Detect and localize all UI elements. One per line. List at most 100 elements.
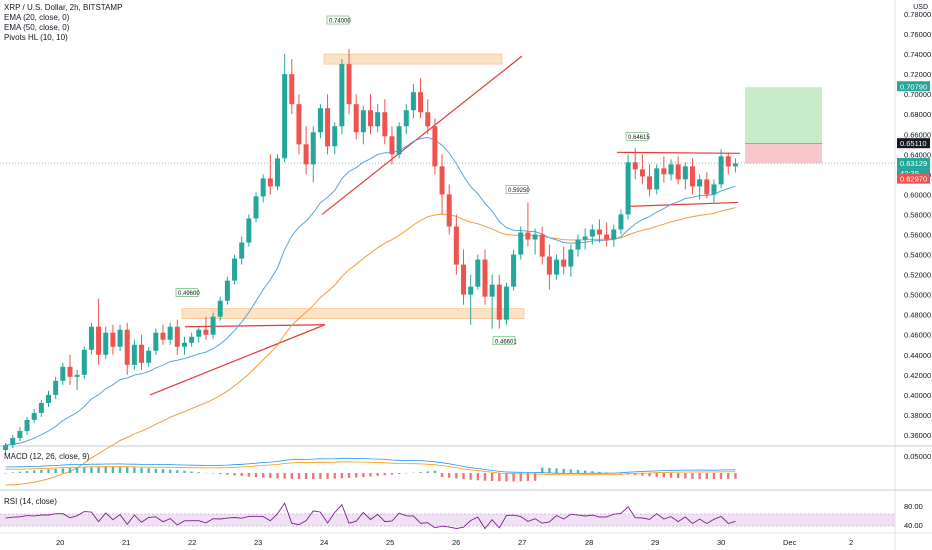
macd-histogram-bar — [598, 471, 601, 473]
y-tick-label: 0.44000 — [904, 351, 931, 360]
macd-histogram-bar — [698, 473, 701, 479]
candle-body — [131, 344, 137, 365]
legend-ema50[interactable]: EMA (50, close, 0) — [4, 23, 70, 32]
x-tick-label: 28 — [585, 538, 593, 547]
macd-histogram-bar — [297, 473, 301, 479]
macd-histogram-bar — [261, 473, 265, 478]
price-badge-text: 42:39 — [900, 169, 919, 178]
macd-histogram-bar — [219, 473, 222, 475]
macd-histogram-bar — [719, 473, 723, 479]
legend-pivots[interactable]: Pivots HL (10, 10) — [4, 33, 68, 42]
pivot-label: 0.74000 — [329, 19, 351, 25]
candle-body — [189, 336, 195, 343]
target-zone — [745, 87, 822, 144]
macd-histogram-bar — [61, 468, 65, 473]
trend-line — [321, 55, 523, 215]
candle-body — [146, 350, 152, 363]
candle-body — [525, 232, 531, 240]
macd-histogram-bar — [47, 469, 50, 473]
candle-body — [375, 112, 381, 127]
candle-body — [296, 104, 302, 145]
price-badge — [897, 81, 930, 92]
pivot-label-box — [505, 185, 529, 194]
price-badge — [897, 173, 930, 184]
macd-histogram-bar — [304, 473, 308, 479]
candle-body — [289, 74, 295, 105]
candle-body — [260, 178, 266, 197]
y-tick-label: 0.40000 — [904, 391, 931, 400]
candle-body — [582, 236, 588, 240]
macd-pane-label[interactable]: MACD (12, 26, close, 9) — [4, 452, 90, 461]
candle-body — [532, 234, 538, 240]
candle-body — [425, 112, 431, 127]
macd-histogram-bar — [634, 473, 637, 476]
candle-body — [31, 412, 37, 420]
macd-histogram-bar — [32, 470, 36, 473]
macd-histogram-bar — [605, 472, 608, 473]
candle-body — [10, 437, 16, 445]
candle-body — [367, 110, 374, 127]
candle-body — [389, 136, 395, 155]
macd-histogram-bar — [390, 473, 394, 475]
candle-body — [274, 158, 280, 187]
macd-histogram-bar — [197, 472, 200, 473]
candle-body — [88, 326, 94, 350]
candle-body — [410, 92, 416, 111]
macd-histogram-bar — [240, 473, 243, 477]
candle-body — [153, 332, 159, 351]
candle-body — [282, 74, 288, 159]
macd-histogram-bar — [662, 473, 666, 478]
x-tick-label: 20 — [56, 538, 64, 547]
macd-histogram-bar — [276, 473, 279, 479]
macd-histogram-bar — [347, 473, 351, 478]
candle-body — [675, 164, 681, 180]
y-tick-label: 0.78000 — [904, 10, 931, 19]
candle-body — [53, 380, 59, 395]
macd-histogram-bar — [469, 473, 472, 480]
y-tick-label: 0.64000 — [904, 150, 931, 159]
y-tick-label: 0.66000 — [904, 130, 931, 139]
candle-body — [704, 179, 710, 195]
macd-histogram-bar — [648, 473, 651, 477]
candle-body — [468, 286, 474, 295]
x-tick-label: 27 — [518, 538, 526, 547]
support-zone — [181, 308, 525, 320]
candle-body — [682, 166, 688, 180]
candle-body — [353, 104, 359, 133]
macd-histogram-bar — [354, 473, 358, 478]
pivot-label: 0.46601 — [495, 339, 517, 345]
candle-body — [303, 144, 309, 165]
y-tick-label: 0.42000 — [904, 371, 931, 380]
macd-histogram-bar — [727, 473, 730, 479]
macd-histogram-bar — [591, 471, 594, 473]
candle-body — [625, 162, 631, 215]
macd-histogram-bar — [548, 468, 551, 473]
candle-body — [310, 132, 316, 165]
candle-body — [732, 163, 738, 167]
macd-histogram-bar — [526, 473, 530, 482]
price-badge-text: 0.65110 — [900, 139, 927, 148]
macd-histogram-bar — [75, 467, 79, 473]
macd-histogram-bar — [183, 470, 186, 473]
y-tick-label: 0.56000 — [904, 231, 931, 240]
macd-histogram-bar — [176, 470, 179, 473]
y-tick-label: 0.72000 — [904, 70, 931, 79]
macd-histogram-bar — [54, 468, 57, 473]
macd-histogram-bar — [555, 468, 558, 473]
rsi-pane-label[interactable]: RSI (14, close) — [4, 497, 57, 506]
candle-body — [439, 166, 445, 195]
candle-body — [668, 164, 674, 175]
candle-body — [38, 402, 44, 413]
candle-body — [697, 179, 703, 187]
macd-histogram-bar — [498, 473, 501, 482]
rsi-tick-label: 80.00 — [904, 502, 923, 511]
y-tick-label: 0.76000 — [904, 30, 931, 39]
candle-body — [317, 108, 323, 133]
candle-body — [181, 342, 187, 347]
macd-histogram-bar — [4, 473, 7, 474]
legend-ema20[interactable]: EMA (20, close, 0) — [4, 13, 70, 22]
macd-histogram-bar — [505, 473, 508, 482]
price-badge — [897, 168, 930, 179]
candle-body — [224, 280, 230, 301]
macd-histogram-bar — [190, 471, 193, 473]
